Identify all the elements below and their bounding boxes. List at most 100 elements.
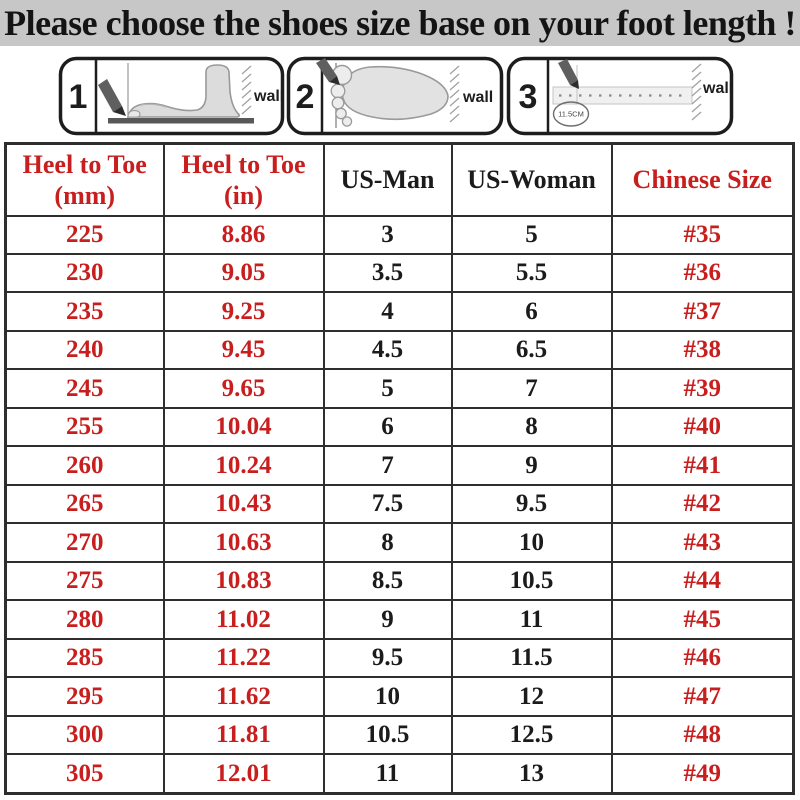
step-number: 1	[69, 78, 88, 116]
table-row: 225 8.86 3 5 #35	[4, 214, 795, 255]
table-cell: 9.65	[162, 368, 325, 409]
table-cell: 9.5	[322, 637, 453, 679]
wall-label: wall	[462, 89, 493, 106]
column-header: Heel to Toe (mm)	[4, 142, 165, 217]
measure-ruler-diagram: 3 11.5CM wall	[506, 56, 734, 136]
table-cell: 10	[322, 676, 453, 717]
table-row: 240 9.45 4.5 6.5 #38	[4, 329, 795, 371]
table-cell: 280	[4, 599, 165, 640]
measure-side-view-diagram: 1 wall	[58, 56, 285, 136]
table-cell: 10.24	[162, 445, 325, 486]
table-cell: #39	[610, 368, 795, 409]
table-cell: 12.01	[162, 753, 325, 795]
column-header: US-Man	[322, 142, 453, 217]
table-row: 300 11.81 10.5 12.5 #48	[4, 714, 795, 756]
table-cell: #38	[610, 329, 795, 371]
table-row: 305 12.01 11 13 #49	[4, 753, 795, 795]
table-row: 285 11.22 9.5 11.5 #46	[4, 637, 795, 679]
table-row: 295 11.62 10 12 #47	[4, 676, 795, 717]
table-cell: 9.05	[162, 252, 325, 294]
column-header-line2: (in)	[224, 180, 263, 210]
ruler-note-label: 11.5CM	[558, 110, 584, 119]
table-cell: #41	[610, 445, 795, 486]
table-cell: 13	[450, 753, 613, 795]
table-cell: 275	[4, 560, 165, 602]
table-cell: 5.5	[450, 252, 613, 294]
table-cell: 11	[322, 753, 453, 795]
table-cell: 305	[4, 753, 165, 795]
table-cell: 11.22	[162, 637, 325, 679]
table-cell: 11.5	[450, 637, 613, 679]
table-cell: 8	[450, 406, 613, 448]
table-cell: 6.5	[450, 329, 613, 371]
table-cell: 12.5	[450, 714, 613, 756]
table-cell: 4.5	[322, 329, 453, 371]
table-cell: 6	[322, 406, 453, 448]
table-cell: #48	[610, 714, 795, 756]
table-row: 260 10.24 7 9 #41	[4, 445, 795, 486]
column-header: Chinese Size	[610, 142, 795, 217]
table-cell: 11	[450, 599, 613, 640]
table-cell: #46	[610, 637, 795, 679]
table-cell: #40	[610, 406, 795, 448]
table-cell: 10	[450, 522, 613, 563]
table-cell: 295	[4, 676, 165, 717]
table-cell: 11.81	[162, 714, 325, 756]
size-chart-table: Heel to Toe (mm) Heel to Toe (in) US-Man US-W…	[4, 142, 795, 795]
pencil-icon	[558, 59, 579, 89]
instruction-panel-3: 3 11.5CM wall	[506, 56, 734, 136]
table-cell: 270	[4, 522, 165, 563]
table-cell: 7	[450, 368, 613, 409]
instruction-panel-2: 2 wall	[286, 56, 504, 136]
column-header-line1: Heel to Toe	[22, 149, 147, 179]
table-cell: 9	[322, 599, 453, 640]
step-number: 3	[519, 78, 538, 116]
table-cell: 5	[450, 214, 613, 255]
instruction-panel-1: 1 wall	[58, 56, 285, 136]
step-number: 2	[296, 78, 315, 116]
column-header-line1: US-Man	[340, 165, 435, 195]
table-cell: 9	[450, 445, 613, 486]
table-cell: 9.25	[162, 291, 325, 332]
table-row: 270 10.63 8 10 #43	[4, 522, 795, 563]
table-cell: 10.83	[162, 560, 325, 602]
size-chart-body: 225 8.86 3 5 #35 230 9.05 3.5 5.5 #36 235 9.25 4 6 #37…	[4, 214, 795, 795]
measurement-note: 11.5CM	[552, 101, 590, 127]
table-cell: 7.5	[322, 483, 453, 525]
table-cell: 285	[4, 637, 165, 679]
table-cell: 10.63	[162, 522, 325, 563]
table-cell: 12	[450, 676, 613, 717]
measure-top-view-diagram: 2 wall	[286, 56, 504, 136]
table-cell: 9.5	[450, 483, 613, 525]
page-title: Please choose the shoes size base on you…	[4, 3, 796, 43]
table-cell: 265	[4, 483, 165, 525]
table-cell: #36	[610, 252, 795, 294]
wall-label: wall	[253, 88, 284, 105]
table-cell: #49	[610, 753, 795, 795]
table-cell: 235	[4, 291, 165, 332]
wall-hatch-icon	[449, 65, 460, 123]
table-cell: 8.86	[162, 214, 325, 255]
wall-hatch-icon	[241, 65, 252, 115]
column-header: Heel to Toe (in)	[162, 142, 325, 217]
table-cell: #42	[610, 483, 795, 525]
table-cell: 9.45	[162, 329, 325, 371]
table-cell: 245	[4, 368, 165, 409]
size-chart-header: Heel to Toe (mm) Heel to Toe (in) US-Man US-W…	[4, 142, 795, 217]
table-cell: 11.02	[162, 599, 325, 640]
table-cell: 11.62	[162, 676, 325, 717]
table-cell: #45	[610, 599, 795, 640]
ground-line	[108, 118, 254, 124]
column-header: US-Woman	[450, 142, 613, 217]
table-cell: #47	[610, 676, 795, 717]
table-cell: 3	[322, 214, 453, 255]
table-cell: 6	[450, 291, 613, 332]
table-cell: 240	[4, 329, 165, 371]
table-cell: 300	[4, 714, 165, 756]
table-row: 230 9.05 3.5 5.5 #36	[4, 252, 795, 294]
table-cell: 225	[4, 214, 165, 255]
pencil-icon	[316, 58, 340, 85]
table-cell: #35	[610, 214, 795, 255]
table-cell: 5	[322, 368, 453, 409]
